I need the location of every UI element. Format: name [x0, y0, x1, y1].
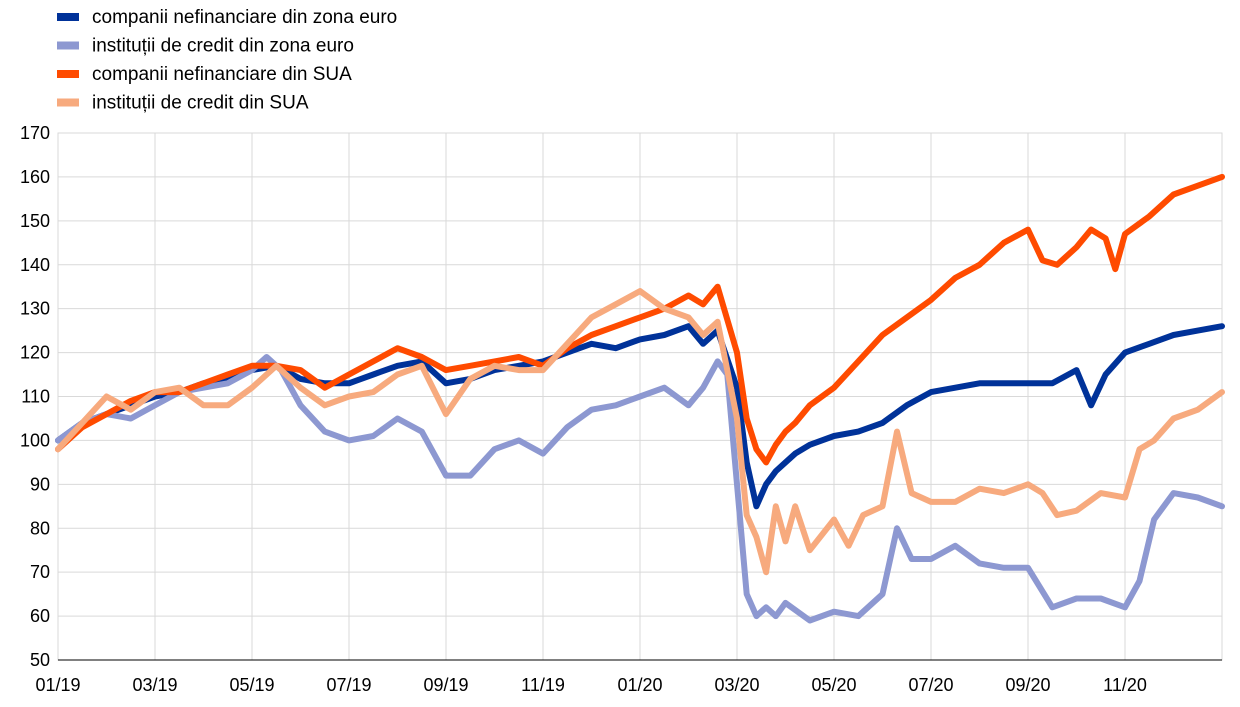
- y-tick-label: 170: [20, 123, 50, 143]
- y-tick-label: 120: [20, 343, 50, 363]
- series-line-3: [55, 173, 1225, 466]
- series-line-4: [55, 288, 1225, 576]
- x-tick-label: 09/20: [1005, 675, 1050, 695]
- legend: companii nefinanciare din zona euro insti…: [57, 7, 397, 114]
- x-tick-label: 09/19: [423, 675, 468, 695]
- x-tick-label: 01/20: [617, 675, 662, 695]
- y-tick-label: 130: [20, 299, 50, 319]
- x-tick-label: 03/20: [714, 675, 759, 695]
- y-tick-label: 60: [30, 606, 50, 626]
- legend-swatch: [57, 98, 79, 107]
- y-tick-label: 160: [20, 167, 50, 187]
- legend-swatch: [57, 41, 79, 50]
- legend-swatch: [57, 70, 79, 78]
- y-tick-label: 70: [30, 562, 50, 582]
- x-tick-label: 01/19: [35, 675, 80, 695]
- legend-label: instituții de credit din SUA: [92, 93, 309, 114]
- y-tick-label: 140: [20, 255, 50, 275]
- axes: 50 60 70 80 90 100 110 120 130 140 150 160 170 01/19 0…: [20, 123, 1222, 695]
- y-tick-label: 100: [20, 430, 50, 450]
- y-tick-label: 110: [21, 387, 50, 407]
- x-tick-label: 11/19: [521, 675, 565, 695]
- y-tick-label: 90: [30, 474, 50, 494]
- y-tick-label: 150: [20, 211, 50, 231]
- series-line-2: [55, 354, 1225, 624]
- x-tick-label: 07/20: [908, 675, 953, 695]
- y-tick-label: 50: [30, 650, 50, 670]
- legend-label: instituții de credit din zona euro: [92, 36, 354, 57]
- legend-label: companii nefinanciare din zona euro: [92, 7, 397, 28]
- x-tick-label: 07/19: [326, 675, 371, 695]
- x-tick-label: 05/19: [229, 675, 274, 695]
- x-tick-label: 05/20: [811, 675, 856, 695]
- y-tick-label: 80: [30, 518, 50, 538]
- legend-swatch: [57, 13, 79, 21]
- series-lines: [55, 173, 1225, 624]
- x-tick-label: 11/20: [1103, 675, 1147, 695]
- legend-label: companii nefinanciare din SUA: [92, 64, 352, 85]
- x-tick-label: 03/19: [132, 675, 177, 695]
